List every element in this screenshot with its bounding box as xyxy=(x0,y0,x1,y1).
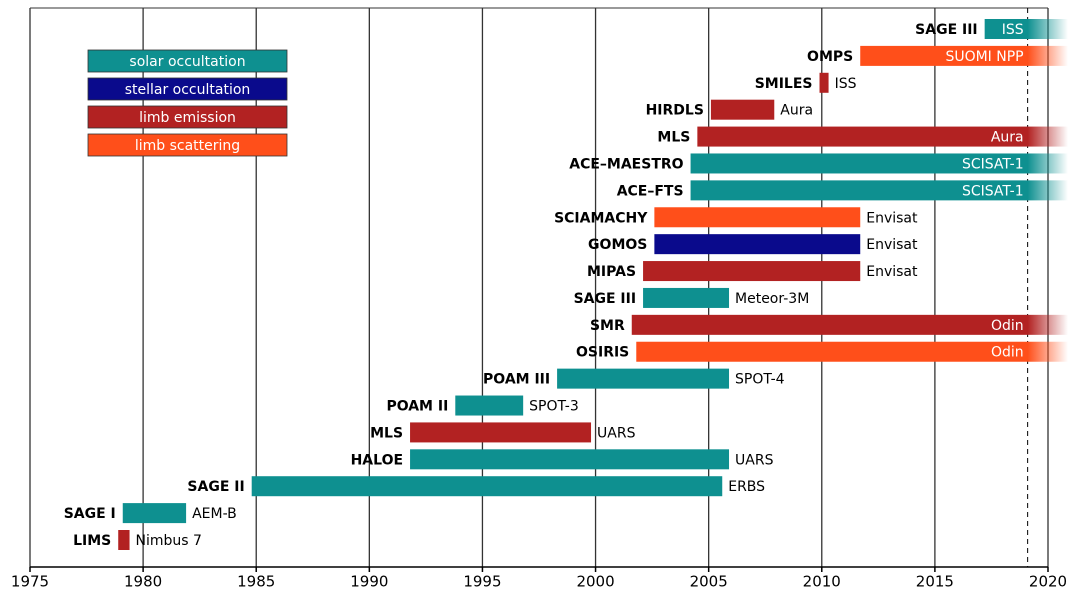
bar xyxy=(631,314,1070,335)
instrument-label: SMILES xyxy=(755,76,813,92)
satellite-label: Aura xyxy=(780,103,813,119)
instrument-label: LIMS xyxy=(73,533,111,549)
satellite-label: Envisat xyxy=(866,210,918,226)
instrument-label: SCIAMACHY xyxy=(554,210,648,226)
bar xyxy=(118,530,130,550)
x-tick-label: 2000 xyxy=(576,573,614,591)
satellite-label: Aura xyxy=(991,130,1024,146)
satellite-label: Envisat xyxy=(866,264,918,280)
instrument-label: SMR xyxy=(590,318,625,334)
bar xyxy=(410,449,730,470)
satellite-label: ISS xyxy=(835,76,857,92)
instrument-label: POAM III xyxy=(483,372,550,388)
bar xyxy=(654,234,861,255)
satellite-label: UARS xyxy=(735,452,774,468)
bar xyxy=(557,368,730,389)
x-tick-label: 1995 xyxy=(463,573,501,591)
bar xyxy=(122,503,187,524)
instrument-label: SAGE I xyxy=(64,506,116,522)
satellite-label: Nimbus 7 xyxy=(136,533,202,549)
instrument-label: SAGE III xyxy=(574,291,636,307)
legend-label: solar occultation xyxy=(129,54,245,70)
instrument-label: OMPS xyxy=(807,49,853,65)
x-tick-label: 2010 xyxy=(803,573,841,591)
x-tick-label: 2005 xyxy=(690,573,728,591)
bar xyxy=(984,19,1070,39)
legend-swatch xyxy=(87,77,288,101)
legend-swatch xyxy=(87,133,288,157)
x-tick-label: 1985 xyxy=(237,573,275,591)
instrument-label: SAGE III xyxy=(915,22,977,38)
bar xyxy=(455,395,524,416)
satellite-label: SCISAT-1 xyxy=(962,156,1024,172)
bar xyxy=(636,341,1070,362)
bar xyxy=(643,287,730,308)
bar xyxy=(690,153,1070,174)
satellite-label: Meteor-3M xyxy=(735,291,809,307)
satellite-label: Odin xyxy=(991,318,1024,334)
satellite-label: ERBS xyxy=(728,479,765,495)
bar xyxy=(710,99,775,120)
satellite-label: SPOT-3 xyxy=(529,399,579,415)
bar xyxy=(690,180,1070,201)
instrument-label: SAGE II xyxy=(187,479,244,495)
satellite-label: Odin xyxy=(991,345,1024,361)
instrument-label: ACE–FTS xyxy=(617,183,684,199)
instrument-label: MIPAS xyxy=(587,264,636,280)
instrument-label: MLS xyxy=(370,425,403,441)
x-tick-label: 1990 xyxy=(350,573,388,591)
satellite-label: SUOMI NPP xyxy=(945,49,1023,65)
bar xyxy=(860,45,1070,66)
satellite-label: AEM-B xyxy=(192,506,237,522)
instrument-label: ACE–MAESTRO xyxy=(569,156,683,172)
instrument-label: HIRDLS xyxy=(646,103,704,119)
x-tick-label: 2020 xyxy=(1029,573,1067,591)
bar xyxy=(251,476,723,497)
instrument-label: MLS xyxy=(657,130,690,146)
legend-swatch xyxy=(87,105,288,129)
bar xyxy=(697,126,1070,147)
x-tick-label: 2015 xyxy=(916,573,954,591)
satellite-label: SCISAT-1 xyxy=(962,183,1024,199)
instrument-label: GOMOS xyxy=(588,237,647,253)
x-tick-label: 1975 xyxy=(11,573,49,591)
instrument-label: POAM II xyxy=(386,399,448,415)
legend-label: limb scattering xyxy=(135,138,240,154)
bar xyxy=(410,422,592,443)
instrument-label: OSIRIS xyxy=(576,345,629,361)
satellite-label: UARS xyxy=(597,425,636,441)
bar xyxy=(643,261,861,282)
satellite-label: ISS xyxy=(1002,22,1024,38)
satellite-label: SPOT-4 xyxy=(735,372,785,388)
legend-label: stellar occultation xyxy=(125,82,251,98)
bar xyxy=(654,207,861,228)
legend-label: limb emission xyxy=(139,110,236,126)
bar xyxy=(819,72,829,93)
x-tick-label: 1980 xyxy=(124,573,162,591)
instrument-label: HALOE xyxy=(351,452,403,468)
satellite-label: Envisat xyxy=(866,237,918,253)
legend-swatch xyxy=(87,49,288,73)
